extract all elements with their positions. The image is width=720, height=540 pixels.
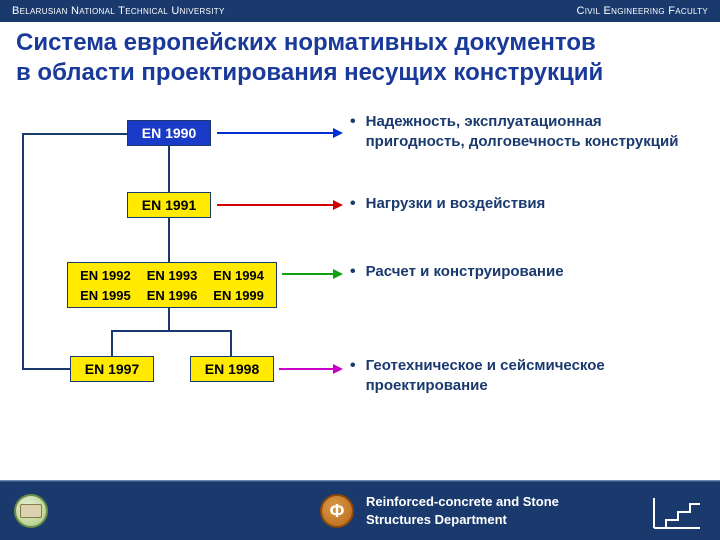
header-right: Civil Engineering Faculty xyxy=(577,5,708,17)
bullet-item: • Расчет и конструирование xyxy=(350,262,564,283)
department-logo-icon: Φ xyxy=(320,494,354,528)
node-label: EN 1992 xyxy=(72,268,139,283)
node-en1998: EN 1998 xyxy=(190,356,274,382)
node-en1991: EN 1991 xyxy=(127,192,211,218)
footer-line2: Structures Department xyxy=(366,511,559,529)
connector xyxy=(22,368,70,370)
university-logo-icon xyxy=(14,494,48,528)
title-line1: Система европейских нормативных документ… xyxy=(16,28,704,58)
node-label: EN 1994 xyxy=(205,268,272,283)
arrow-icon xyxy=(217,128,343,138)
node-en-group: EN 1992 EN 1993 EN 1994 EN 1995 EN 1996 … xyxy=(67,262,277,308)
connector xyxy=(168,308,170,332)
node-label: EN 1998 xyxy=(205,361,259,377)
bullet-item: • Геотехническое и сейсмическое проектир… xyxy=(350,356,700,395)
node-label: EN 1996 xyxy=(139,288,206,303)
bullet-text: Геотехническое и сейсмическое проектиров… xyxy=(366,356,700,395)
top-bar: Belarusian National Technical University… xyxy=(0,0,720,22)
connector xyxy=(111,330,231,332)
connector xyxy=(22,133,127,135)
connector xyxy=(168,146,170,192)
bullet-text: Расчет и конструирование xyxy=(366,262,564,282)
footer-line1: Reinforced-concrete and Stone xyxy=(366,493,559,511)
node-label: EN 1997 xyxy=(85,361,139,377)
hierarchy-diagram: EN 1990 EN 1991 EN 1992 EN 1993 EN 1994 … xyxy=(22,110,332,450)
connector xyxy=(22,133,24,369)
node-label: EN 1995 xyxy=(72,288,139,303)
arrow-icon xyxy=(282,269,343,279)
node-label: EN 1999 xyxy=(205,288,272,303)
node-label: EN 1993 xyxy=(139,268,206,283)
bullet-item: • Надежность, эксплуатационная пригоднос… xyxy=(350,112,700,151)
bullet-dot-icon: • xyxy=(350,194,356,215)
phi-symbol: Φ xyxy=(330,501,345,522)
node-en1990: EN 1990 xyxy=(127,120,211,146)
bullet-dot-icon: • xyxy=(350,112,356,133)
header-left: Belarusian National Technical University xyxy=(12,5,225,17)
bullet-dot-icon: • xyxy=(350,356,356,377)
node-label: EN 1991 xyxy=(142,197,196,213)
node-label: EN 1990 xyxy=(142,125,196,141)
title-line2: в области проектирования несущих констру… xyxy=(16,58,704,88)
bullet-dot-icon: • xyxy=(350,262,356,283)
footer-bar: Φ Reinforced-concrete and Stone Structur… xyxy=(0,482,720,540)
connector xyxy=(168,218,170,262)
connector xyxy=(111,330,113,356)
bullet-item: • Нагрузки и воздействия xyxy=(350,194,545,215)
bullet-text: Нагрузки и воздействия xyxy=(366,194,546,214)
arrow-icon xyxy=(279,364,343,374)
footer-department: Reinforced-concrete and Stone Structures… xyxy=(366,493,559,529)
connector xyxy=(230,330,232,356)
stair-logo-icon xyxy=(652,496,702,530)
node-en1997: EN 1997 xyxy=(70,356,154,382)
page-title: Система европейских нормативных документ… xyxy=(16,28,704,88)
arrow-icon xyxy=(217,200,343,210)
bullet-text: Надежность, эксплуатационная пригодность… xyxy=(366,112,700,151)
